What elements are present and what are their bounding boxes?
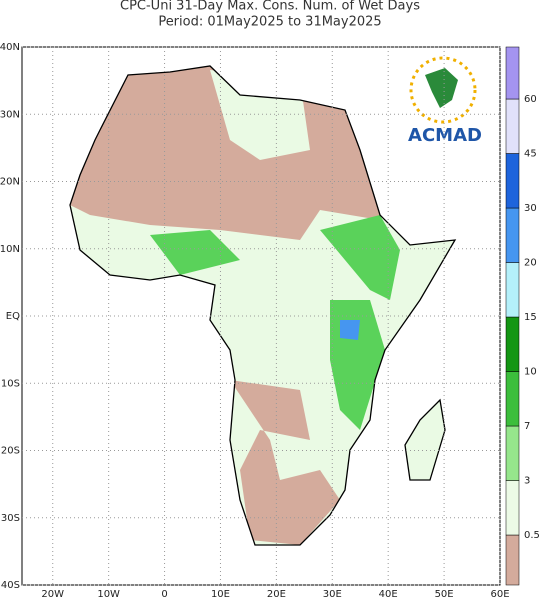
lat-tick-label: EQ: [6, 311, 20, 322]
lon-tick-label: 30E: [323, 589, 342, 600]
colorbar-label: 0.5: [524, 530, 540, 541]
colorbar-segment: [505, 153, 520, 209]
colorbar-label: 3: [524, 476, 530, 487]
colorbar-segment: [505, 262, 520, 318]
colorbar-segment: [505, 534, 520, 586]
lat-tick-label: 10N: [0, 244, 20, 255]
colorbar-label: 60: [524, 94, 537, 105]
colorbar-label: 20: [524, 258, 537, 269]
lon-tick-label: 60E: [490, 589, 509, 600]
lat-tick-label: 30N: [0, 109, 20, 120]
lon-tick-label: 10W: [97, 589, 120, 600]
colorbar-label: 7: [524, 421, 530, 432]
colorbar-segment: [505, 207, 520, 263]
logo-text: ACMAD: [408, 125, 482, 146]
lat-tick-label: 40N: [0, 42, 20, 53]
colorbar-segment: [505, 371, 520, 427]
colorbar-segment: [505, 480, 520, 536]
lat-tick-label: 40S: [1, 580, 20, 591]
colorbar-label: 45: [524, 149, 537, 160]
lon-tick-label: 0: [161, 589, 167, 600]
lat-tick-label: 10S: [1, 378, 20, 389]
subtitle: Period: 01May2025 to 31May2025: [158, 15, 381, 30]
lon-tick-label: 40E: [379, 589, 398, 600]
lon-tick-label: 20E: [267, 589, 286, 600]
title: CPC-Uni 31-Day Max. Cons. Num. of Wet Da…: [120, 0, 420, 14]
lat-tick-label: 30S: [1, 513, 20, 524]
coastline: [69, 65, 457, 546]
colorbar-label: 10: [524, 367, 537, 378]
logo: ACMAD: [408, 56, 482, 146]
colorbar-segment: [505, 316, 520, 372]
colorbar-segment: [505, 46, 520, 100]
lon-tick-label: 20W: [41, 589, 64, 600]
lon-tick-label: 10E: [211, 589, 230, 600]
colorbar-segment: [505, 425, 520, 481]
lat-tick-label: 20N: [0, 177, 20, 188]
colorbar-segment: [505, 98, 520, 154]
colorbar-label: 30: [524, 203, 537, 214]
lon-tick-label: 50E: [435, 589, 454, 600]
colorbar-label: 15: [524, 312, 537, 323]
lat-tick-label: 20S: [1, 446, 20, 457]
